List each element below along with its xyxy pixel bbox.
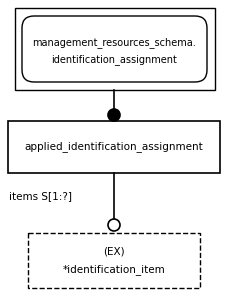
- Text: *identification_item: *identification_item: [62, 265, 165, 275]
- Circle shape: [108, 109, 119, 121]
- FancyBboxPatch shape: [15, 8, 214, 90]
- Text: applied_identification_assignment: applied_identification_assignment: [25, 142, 202, 152]
- Text: identification_assignment: identification_assignment: [51, 55, 176, 65]
- FancyBboxPatch shape: [22, 16, 206, 82]
- FancyBboxPatch shape: [28, 233, 199, 288]
- Text: (EX): (EX): [103, 247, 124, 257]
- Text: items S[1:?]: items S[1:?]: [9, 191, 72, 201]
- FancyBboxPatch shape: [8, 121, 219, 173]
- Circle shape: [108, 219, 119, 231]
- Text: management_resources_schema.: management_resources_schema.: [32, 38, 195, 48]
